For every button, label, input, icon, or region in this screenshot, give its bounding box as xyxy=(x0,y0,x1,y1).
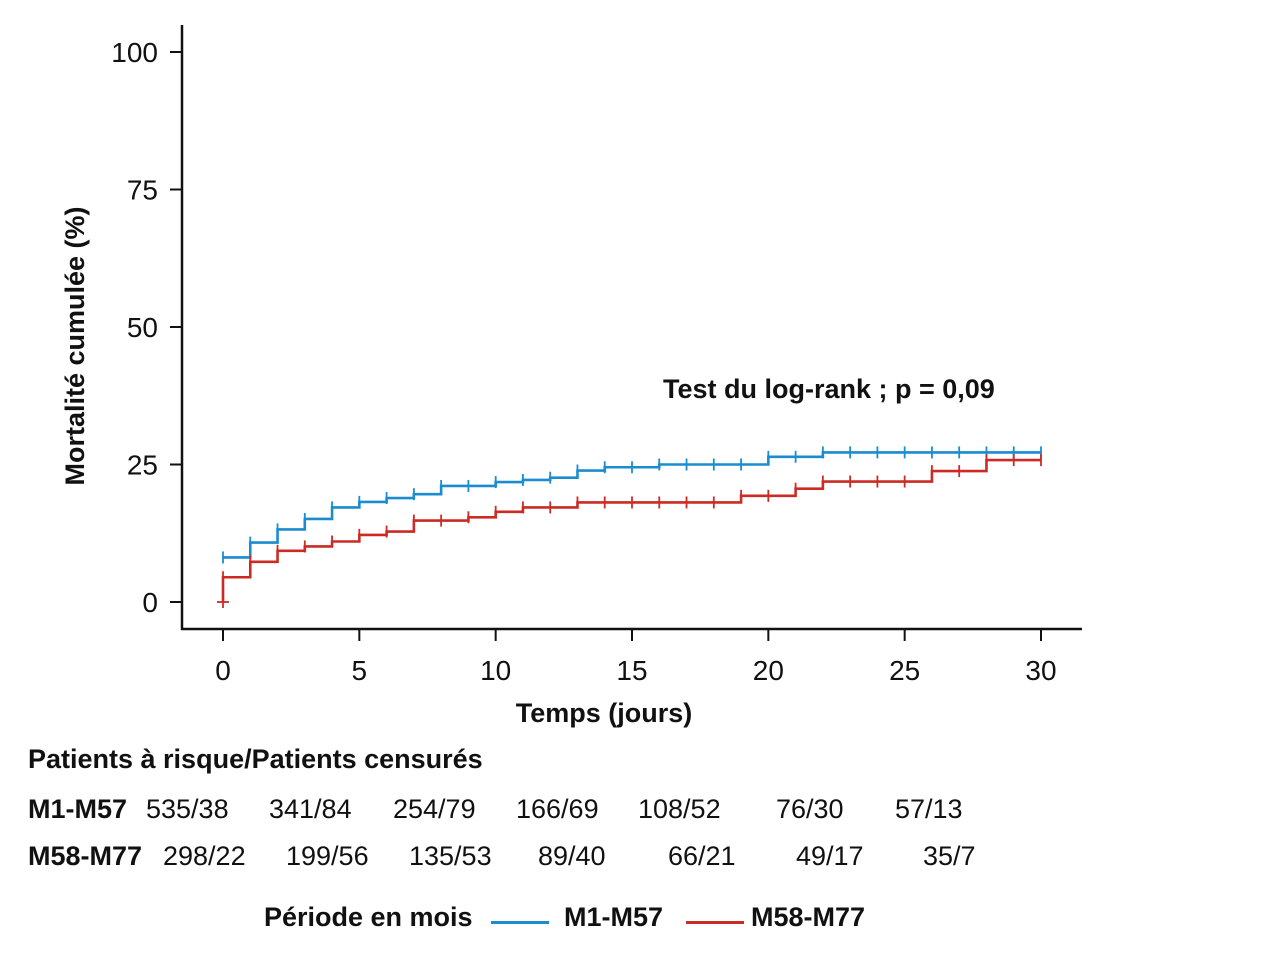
x-tick-label: 0 xyxy=(215,655,231,686)
x-tick-label: 25 xyxy=(889,655,920,686)
risk-cell: 254/79 xyxy=(393,794,476,824)
risk-cell: 76/30 xyxy=(776,794,844,824)
risk-cell: 135/53 xyxy=(409,841,492,871)
risk-cell: 108/52 xyxy=(638,794,721,824)
risk-cell: 57/13 xyxy=(895,794,963,824)
series-line-m58-m77 xyxy=(221,458,1041,602)
risk-cell: 49/17 xyxy=(796,841,864,871)
legend-label-m58-m77: M58-M77 xyxy=(751,902,866,932)
x-tick-label: 10 xyxy=(480,655,511,686)
y-tick-label: 0 xyxy=(142,587,158,618)
legend-swatch-m58-m77 xyxy=(686,921,744,924)
risk-cell: 341/84 xyxy=(269,794,352,824)
x-tick-label: 15 xyxy=(616,655,647,686)
x-tick-label: 20 xyxy=(753,655,784,686)
legend-label-m1-m57: M1-M57 xyxy=(564,902,664,932)
axes: 0 25 50 75 100 0 5 10 15 20 25 30 xyxy=(111,25,1082,686)
risk-row-m1-m57: M1-M57 535/38 341/84 254/79 166/69 108/5… xyxy=(28,794,1028,828)
y-tick-label: 50 xyxy=(127,312,158,343)
logrank-annotation: Test du log-rank ; p = 0,09 xyxy=(663,374,995,404)
x-tick-label: 5 xyxy=(352,655,368,686)
y-tick-label: 100 xyxy=(111,37,158,68)
legend-swatch-m1-m57 xyxy=(491,921,549,924)
risk-row-label: M1-M57 xyxy=(28,794,128,824)
y-tick-label: 25 xyxy=(127,450,158,481)
risk-cell: 35/7 xyxy=(923,841,976,871)
plot-area xyxy=(217,446,1042,608)
y-tick-label: 75 xyxy=(127,175,158,206)
risk-cell: 166/69 xyxy=(516,794,599,824)
x-axis-title: Temps (jours) xyxy=(516,698,693,728)
risk-cell: 535/38 xyxy=(146,794,229,824)
risk-table-title: Patients à risque/Patients censurés xyxy=(28,744,483,774)
legend-title: Période en mois xyxy=(264,902,473,932)
risk-cell: 66/21 xyxy=(668,841,736,871)
y-axis-title: Mortalité cumulée (%) xyxy=(60,206,90,485)
risk-row-label: M58-M77 xyxy=(28,841,143,871)
x-tick-label: 30 xyxy=(1025,655,1056,686)
legend: Période en mois M1-M57 M58-M77 xyxy=(264,902,904,938)
risk-row-m58-m77: M58-M77 298/22 199/56 135/53 89/40 66/21… xyxy=(28,841,1028,875)
risk-cell: 199/56 xyxy=(286,841,369,871)
risk-cell: 89/40 xyxy=(538,841,606,871)
risk-cell: 298/22 xyxy=(163,841,246,871)
km-chart: 0 25 50 75 100 0 5 10 15 20 25 30 Mortalité cumulée… xyxy=(60,25,1082,728)
